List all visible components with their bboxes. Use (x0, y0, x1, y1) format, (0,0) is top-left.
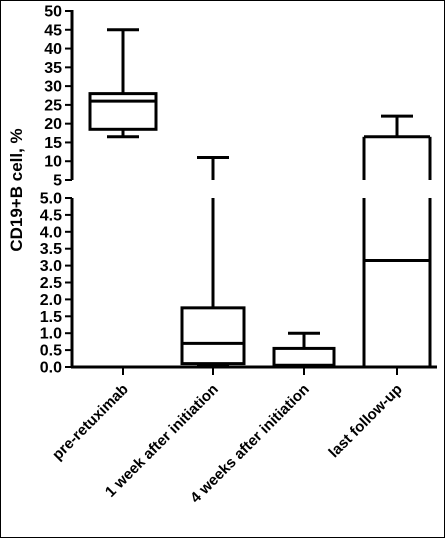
upper-y-tick-label: 50 (44, 4, 62, 21)
ticks-group: 51015202530354045500.00.51.01.52.02.53.0… (40, 4, 398, 377)
boxes-group (88, 28, 432, 369)
lower-y-tick-label: 2.5 (40, 275, 62, 292)
upper-y-tick-label: 45 (44, 22, 62, 39)
box-2 (180, 155, 246, 368)
lower-y-tick-label: 0.0 (40, 360, 62, 377)
upper-y-tick-label: 35 (44, 60, 62, 77)
upper-y-tick-label: 15 (44, 135, 62, 152)
category-label: last follow-up (325, 381, 405, 461)
upper-y-tick-label: 10 (44, 154, 62, 171)
upper-y-tick-label: 20 (44, 116, 62, 133)
lower-y-tick-label: 1.5 (40, 309, 62, 326)
y-axis-title: CD19+B cell, % (7, 128, 26, 251)
lower-y-tick-label: 2.0 (40, 292, 62, 309)
box-rect (180, 306, 246, 366)
lower-y-tick-label: 3.5 (40, 241, 62, 258)
box-1 (88, 28, 158, 139)
lower-y-tick-label: 0.5 (40, 343, 62, 360)
upper-y-tick-label: 40 (44, 41, 62, 58)
lower-y-tick-label: 4.0 (40, 224, 62, 241)
upper-y-tick-label: 5 (53, 173, 62, 190)
axes-group (70, 10, 437, 369)
box-4 (362, 114, 432, 369)
box-rect (88, 92, 158, 131)
lower-y-tick-label: 4.5 (40, 207, 62, 224)
lower-y-tick-label: 5.0 (40, 191, 62, 208)
lower-y-tick-label: 3.0 (40, 258, 62, 275)
upper-y-tick-label: 25 (44, 97, 62, 114)
box-3 (272, 331, 336, 369)
lower-y-tick-label: 1.0 (40, 326, 62, 343)
category-label: pre-retuximab (49, 381, 132, 464)
upper-y-tick-label: 30 (44, 79, 62, 96)
